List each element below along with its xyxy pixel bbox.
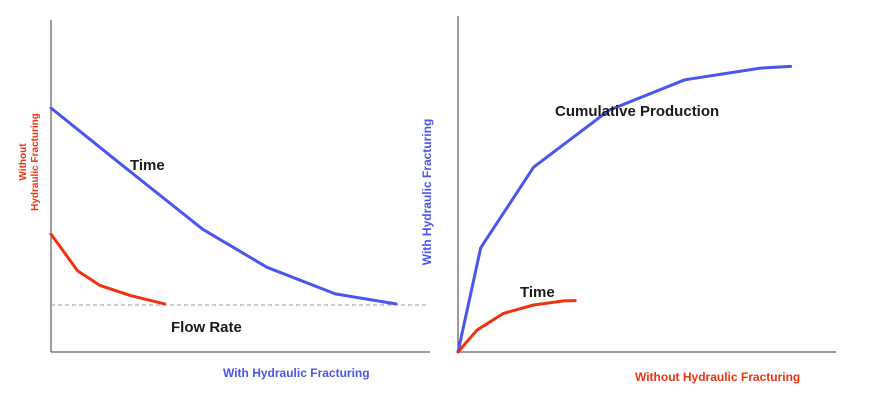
right-without-fracturing-line xyxy=(456,299,577,354)
left-with-fracturing-line xyxy=(49,106,398,306)
left-flow-rate-label: Flow Rate xyxy=(171,319,242,336)
left-x-axis-title: With Hydraulic Fracturing xyxy=(223,366,370,380)
left-series-group xyxy=(49,106,398,306)
right-with-curve-label: Cumulative Production xyxy=(555,103,719,120)
left-y-axis-title-line-1: Without xyxy=(18,143,29,181)
right-y-axis-title: With Hydraulic Fracturing xyxy=(420,119,434,266)
right-chart: Cumulative Production Time Without Hydra… xyxy=(420,16,836,384)
right-x-axis-title: Without Hydraulic Fracturing xyxy=(635,370,800,384)
left-y-axis-title-line-2: Hydraulic Fracturing xyxy=(30,113,41,211)
left-y-axis-title: Without Hydraulic Fracturing xyxy=(18,113,41,211)
right-without-curve-label: Time xyxy=(520,284,555,301)
left-curve-label: Time xyxy=(130,157,165,174)
left-without-fracturing-line xyxy=(49,232,167,306)
right-with-fracturing-line xyxy=(456,64,793,354)
left-chart: Time Flow Rate With Hydraulic Fracturing… xyxy=(18,20,430,380)
right-series-group xyxy=(456,64,793,354)
